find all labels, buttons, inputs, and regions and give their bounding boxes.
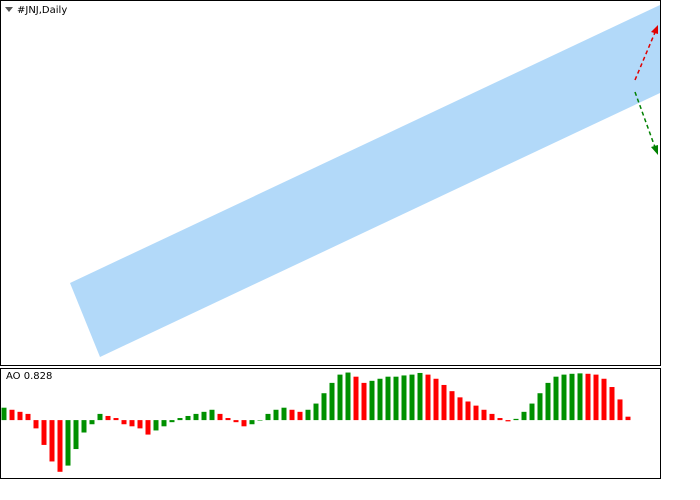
ao-bar bbox=[465, 401, 471, 421]
ao-bar bbox=[313, 403, 319, 421]
ao-bar bbox=[305, 409, 311, 421]
ao-bar bbox=[385, 376, 391, 421]
ao-bar bbox=[505, 420, 511, 422]
ao-bar bbox=[353, 376, 359, 421]
ao-bar bbox=[625, 416, 631, 421]
ao-bar bbox=[417, 372, 423, 421]
ao-bar bbox=[473, 405, 479, 421]
ao-bar bbox=[361, 382, 367, 421]
ao-bar bbox=[233, 420, 239, 423]
ao-bar bbox=[617, 399, 623, 421]
ao-bar bbox=[65, 420, 71, 466]
ao-bar bbox=[81, 420, 87, 433]
ao-bar bbox=[545, 382, 551, 421]
indicator-label: AO 0.828 bbox=[6, 371, 52, 382]
ao-bar bbox=[329, 382, 335, 421]
down-arrow-head bbox=[651, 145, 658, 155]
ao-bar bbox=[289, 409, 295, 421]
ao-bar bbox=[25, 413, 31, 421]
ao-bar bbox=[89, 420, 95, 425]
main-frame bbox=[0, 0, 661, 366]
chart-title: #JNJ,Daily bbox=[17, 5, 67, 16]
ao-bar bbox=[577, 373, 583, 421]
ao-bar bbox=[9, 409, 15, 421]
ao-bar bbox=[145, 420, 151, 435]
ao-bar bbox=[129, 420, 135, 427]
ao-bar bbox=[497, 418, 503, 421]
ao-bar bbox=[457, 397, 463, 421]
ao-bar bbox=[185, 415, 191, 421]
ao-bar bbox=[169, 420, 175, 423]
ao-bar bbox=[225, 418, 231, 421]
ao-bar bbox=[401, 375, 407, 421]
ao-bar bbox=[561, 374, 567, 421]
ao-bar bbox=[273, 409, 279, 421]
ao-bar bbox=[49, 420, 55, 462]
ao-bar bbox=[257, 420, 263, 421]
ao-bar bbox=[33, 420, 39, 429]
ao-bar bbox=[409, 374, 415, 421]
ao-bar bbox=[297, 411, 303, 421]
down-arrow bbox=[634, 91, 657, 151]
trend-channel bbox=[70, 5, 660, 357]
ao-bar bbox=[609, 387, 615, 421]
ao-bar bbox=[1, 407, 7, 421]
ao-bar bbox=[97, 413, 103, 421]
ao-bar bbox=[57, 420, 63, 472]
ao-bar bbox=[281, 407, 287, 421]
ao-bar bbox=[113, 418, 119, 421]
ao-bar bbox=[585, 373, 591, 421]
ao-bar bbox=[193, 413, 199, 421]
ao-bar bbox=[369, 380, 375, 421]
ao-bar bbox=[161, 420, 167, 427]
ao-bar bbox=[105, 415, 111, 421]
ao-bar bbox=[489, 413, 495, 421]
ao-bar bbox=[433, 378, 439, 421]
ao-bar bbox=[593, 374, 599, 421]
ao-bar bbox=[425, 374, 431, 421]
ao-bar bbox=[177, 418, 183, 421]
ao-bar bbox=[121, 420, 127, 425]
ao-bar bbox=[201, 411, 207, 421]
ao-bar bbox=[537, 393, 543, 421]
ao-bar bbox=[569, 373, 575, 421]
ao-bar bbox=[241, 420, 247, 427]
ao-bar bbox=[17, 411, 23, 421]
ao-bar bbox=[481, 409, 487, 421]
ao-bar bbox=[521, 411, 527, 421]
menu-icon bbox=[5, 7, 13, 12]
ao-bar bbox=[345, 372, 351, 421]
indicator-frame bbox=[0, 368, 661, 479]
ao-bar bbox=[321, 393, 327, 421]
ao-bar bbox=[265, 413, 271, 421]
ao-bar bbox=[601, 378, 607, 421]
ao-bar bbox=[513, 418, 519, 421]
ao-bar bbox=[337, 374, 343, 421]
up-arrow bbox=[634, 29, 657, 81]
ao-bar bbox=[393, 376, 399, 421]
ao-bar bbox=[377, 378, 383, 421]
ao-bar bbox=[249, 420, 255, 425]
ao-bar bbox=[217, 413, 223, 421]
ao-bar bbox=[209, 409, 215, 421]
ao-bar bbox=[441, 384, 447, 421]
ao-bar bbox=[153, 420, 159, 431]
up-arrow-head bbox=[651, 25, 658, 34]
ao-bar bbox=[137, 420, 143, 429]
ao-bar bbox=[529, 403, 535, 421]
ao-bar bbox=[73, 420, 79, 450]
ao-bar bbox=[449, 391, 455, 421]
plot bbox=[1, 372, 631, 472]
ao-bar bbox=[553, 376, 559, 421]
ao-bar bbox=[41, 420, 47, 445]
